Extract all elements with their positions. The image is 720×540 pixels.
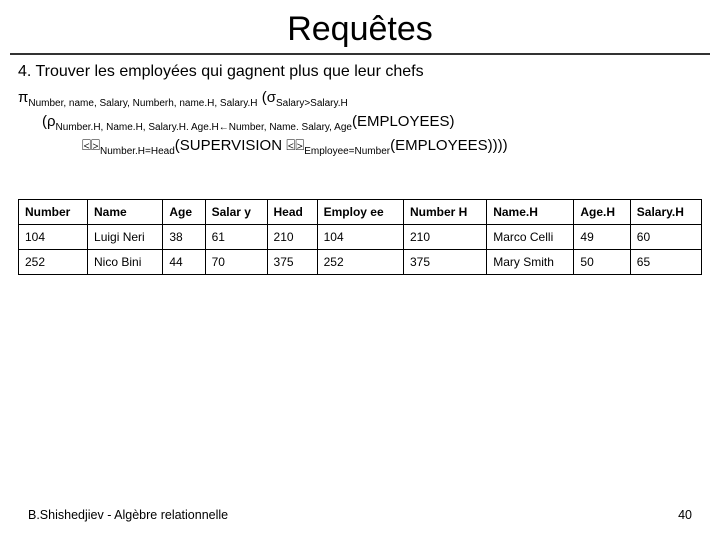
footer-page-number: 40 bbox=[678, 508, 692, 522]
table-row: 104 Luigi Neri 38 61 210 104 210 Marco C… bbox=[19, 225, 702, 250]
table-cell: 60 bbox=[630, 225, 701, 250]
table-cell: 104 bbox=[317, 225, 403, 250]
question-text: 4. Trouver les employées qui gagnent plu… bbox=[18, 63, 702, 81]
rho-symbol: ρ bbox=[47, 113, 56, 130]
rho-subscript: Number.H, Name.H, Salary.H. Age.H←Number… bbox=[56, 122, 352, 133]
table-cell: 50 bbox=[574, 250, 630, 275]
title-underline bbox=[10, 53, 710, 55]
formula-line-2: (ρNumber.H, Name.H, Salary.H. Age.H←Numb… bbox=[42, 111, 702, 135]
table-header: Salar y bbox=[205, 200, 267, 225]
join-subscript-1: Number.H=Head bbox=[100, 146, 175, 157]
table-header: Number H bbox=[404, 200, 487, 225]
table-row: 252 Nico Bini 44 70 375 252 375 Mary Smi… bbox=[19, 250, 702, 275]
table-cell: 49 bbox=[574, 225, 630, 250]
pi-subscript: Number, name, Salary, Numberh, name.H, S… bbox=[28, 98, 257, 109]
table-header: Head bbox=[267, 200, 317, 225]
table-header: Age bbox=[163, 200, 205, 225]
table-cell: 38 bbox=[163, 225, 205, 250]
join-subscript-2: Employee=Number bbox=[304, 146, 390, 157]
sigma-symbol: σ bbox=[267, 89, 276, 106]
page-title: Requêtes bbox=[0, 0, 720, 53]
table-cell: 70 bbox=[205, 250, 267, 275]
table-cell: 210 bbox=[404, 225, 487, 250]
join-symbol-1: ⍃⍄ bbox=[82, 137, 100, 154]
table-header: Number bbox=[19, 200, 88, 225]
table-cell: 104 bbox=[19, 225, 88, 250]
table-header-row: Number Name Age Salar y Head Employ ee N… bbox=[19, 200, 702, 225]
table-cell: 44 bbox=[163, 250, 205, 275]
supervision-text: (SUPERVISION bbox=[175, 137, 286, 154]
table-cell: 61 bbox=[205, 225, 267, 250]
table-cell: 65 bbox=[630, 250, 701, 275]
table-header: Name.H bbox=[487, 200, 574, 225]
table-cell: Mary Smith bbox=[487, 250, 574, 275]
footer: B.Shishedjiev - Algèbre relationnelle 40 bbox=[28, 508, 692, 522]
result-table: Number Name Age Salar y Head Employ ee N… bbox=[18, 199, 702, 275]
content-area: 4. Trouver les employées qui gagnent plu… bbox=[0, 63, 720, 159]
table-cell: 252 bbox=[19, 250, 88, 275]
sigma-subscript: Salary>Salary.H bbox=[276, 98, 348, 109]
formula-line-1: πNumber, name, Salary, Numberh, name.H, … bbox=[18, 87, 702, 111]
formula-line-3: ⍃⍄Number.H=Head(SUPERVISION ⍃⍄Employee=N… bbox=[82, 135, 702, 159]
table-cell: 210 bbox=[267, 225, 317, 250]
table-cell: 375 bbox=[404, 250, 487, 275]
employees-2: (EMPLOYEES)))) bbox=[390, 137, 508, 154]
table-header: Employ ee bbox=[317, 200, 403, 225]
open-paren-1: ( bbox=[258, 89, 267, 106]
table-cell: Marco Celli bbox=[487, 225, 574, 250]
footer-author: B.Shishedjiev - Algèbre relationnelle bbox=[28, 508, 228, 522]
pi-symbol: π bbox=[18, 89, 28, 106]
formula-block: πNumber, name, Salary, Numberh, name.H, … bbox=[18, 87, 702, 159]
employees-1: (EMPLOYEES) bbox=[352, 113, 455, 130]
table-cell: Nico Bini bbox=[88, 250, 163, 275]
join-symbol-2: ⍃⍄ bbox=[286, 137, 304, 154]
table-cell: 375 bbox=[267, 250, 317, 275]
table-header: Name bbox=[88, 200, 163, 225]
table-header: Salary.H bbox=[630, 200, 701, 225]
table-cell: 252 bbox=[317, 250, 403, 275]
table-header: Age.H bbox=[574, 200, 630, 225]
table-cell: Luigi Neri bbox=[88, 225, 163, 250]
